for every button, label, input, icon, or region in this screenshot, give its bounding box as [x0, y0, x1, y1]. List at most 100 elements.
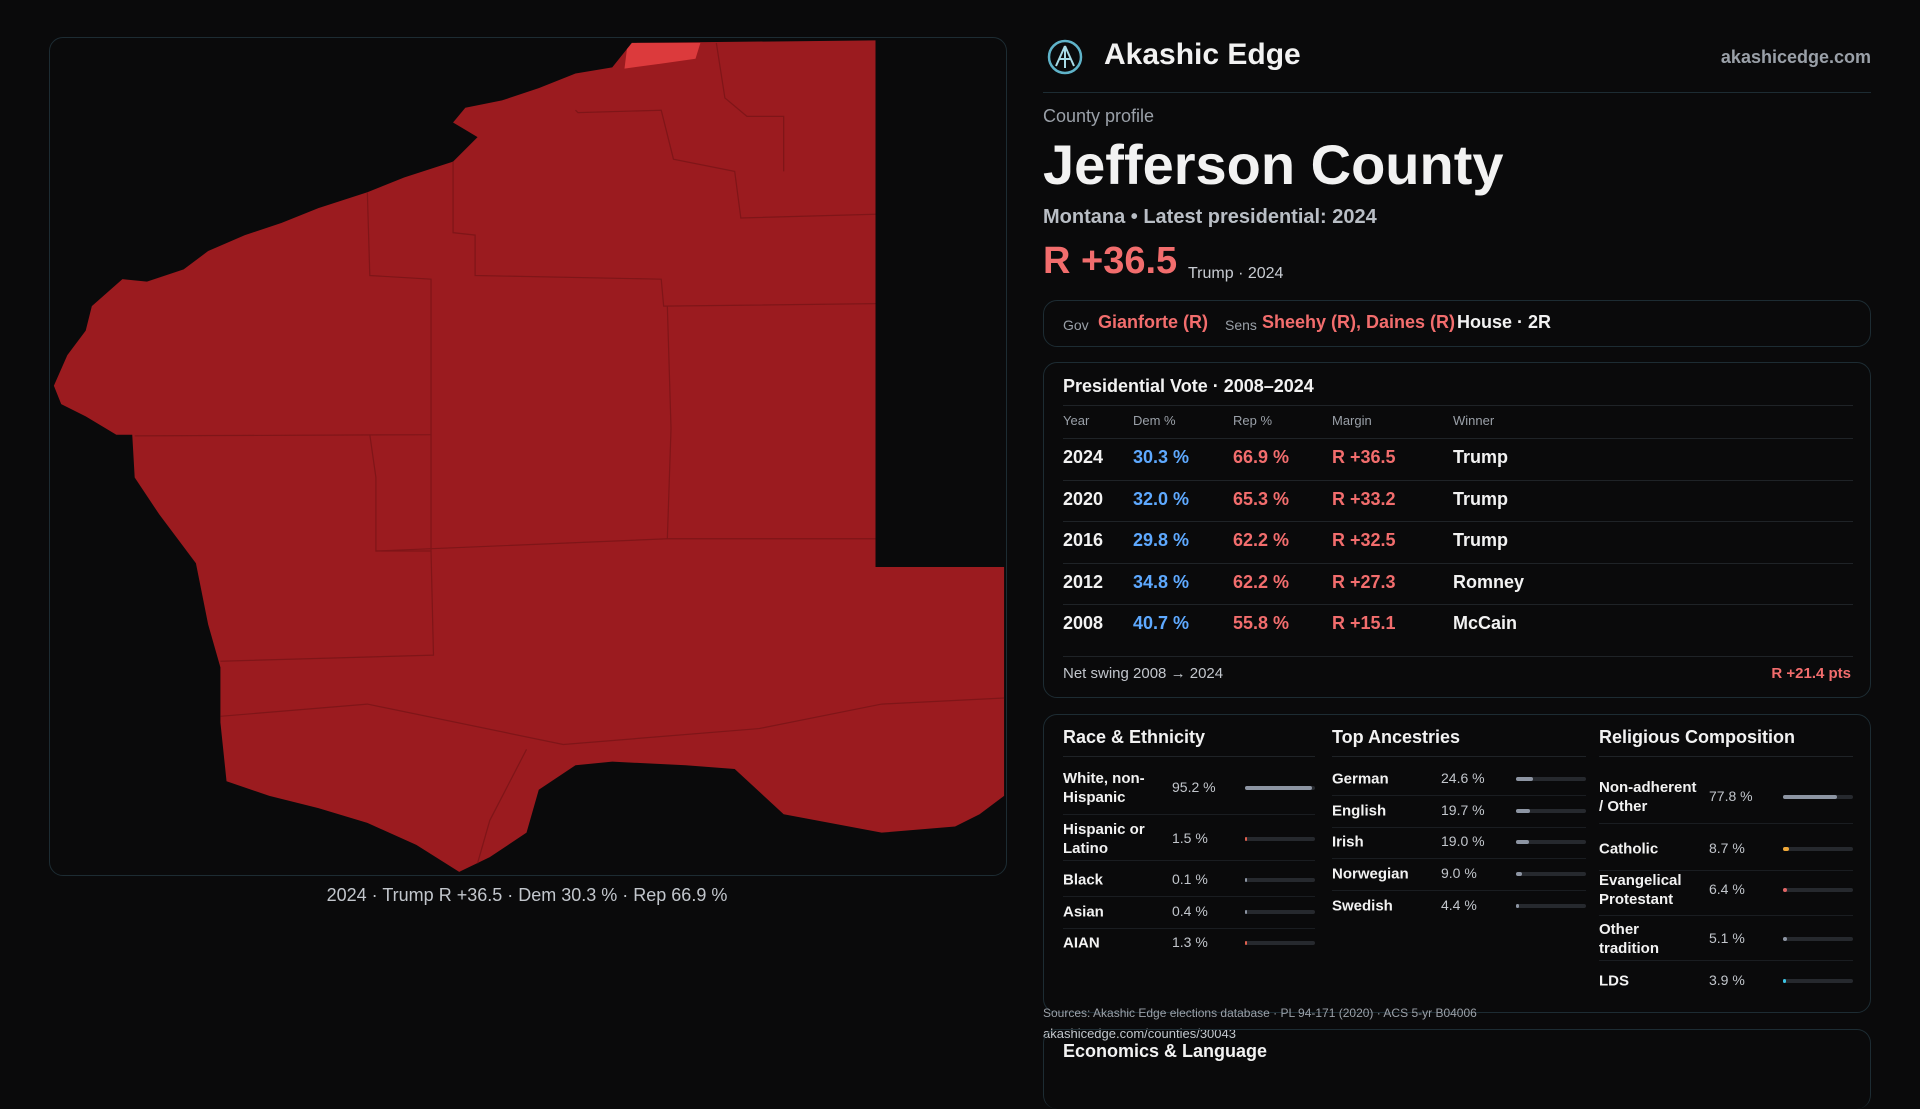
bar	[1783, 937, 1787, 941]
row-divider	[1332, 826, 1586, 828]
bar-track	[1783, 888, 1853, 892]
item-name: English	[1332, 802, 1387, 820]
table-cell: 66.9 %	[1233, 447, 1290, 467]
table-cell: 2016	[1063, 530, 1104, 550]
item-value: 95.2 %	[1172, 779, 1216, 795]
bar-track	[1245, 878, 1315, 882]
item-name: White, non-Hispanic	[1063, 770, 1145, 806]
column-header: Margin	[1332, 413, 1372, 428]
divider	[1599, 756, 1853, 757]
row-divider	[1332, 858, 1586, 859]
swing-value: R +21.4 pts	[1771, 665, 1851, 682]
row-divider	[1332, 795, 1586, 796]
page: Jefferson County html,body{margin:0;padd…	[49, 37, 1871, 1109]
row-divider	[1599, 960, 1853, 961]
item-name: Catholic	[1599, 840, 1659, 858]
logo	[1047, 39, 1083, 75]
county-title: Jefferson County	[1043, 133, 1504, 196]
table-cell: 2012	[1063, 571, 1104, 592]
table-cell: 62.2 %	[1233, 571, 1290, 592]
presidential-panel	[1043, 362, 1871, 698]
table-cell: McCain	[1453, 613, 1518, 633]
row-divider	[1063, 896, 1315, 897]
item-name: Evangelical Protestant	[1599, 872, 1682, 908]
county-map	[53, 40, 1005, 872]
item-value: 4.4 %	[1441, 897, 1477, 913]
item-value: 3.9 %	[1709, 972, 1745, 988]
item-value: 8.7 %	[1709, 840, 1745, 856]
row-divider	[1063, 813, 1315, 815]
item-name: Non-adherent / Other	[1599, 779, 1697, 815]
table-cell: 55.8 %	[1233, 613, 1290, 633]
margin-note: Trump · 2024	[1188, 265, 1284, 282]
column-header: Winner	[1453, 413, 1495, 428]
table-cell: 40.7 %	[1133, 613, 1190, 633]
bar-track	[1516, 809, 1586, 813]
item-name: Asian	[1063, 903, 1104, 921]
bar	[1245, 941, 1247, 945]
item-name: German	[1332, 770, 1389, 788]
sources: Sources: Akashic Edge elections database…	[1043, 1006, 1477, 1020]
bar	[1516, 777, 1534, 781]
economics-title: Economics & Language	[1063, 1041, 1268, 1061]
divider	[1063, 405, 1853, 406]
table-cell: 32.0 %	[1133, 488, 1190, 509]
site-link[interactable]: akashicedge.com	[1720, 47, 1871, 67]
bar-track	[1516, 904, 1586, 908]
county-highlight	[624, 42, 701, 69]
sens-label: Sens	[1225, 317, 1257, 333]
body: {"header":{"brand":"Akashic Edge","site"…	[49, 37, 1871, 1109]
item-name: Norwegian	[1332, 865, 1409, 883]
column-header: Rep %	[1233, 413, 1273, 428]
senators: Sheehy (R), Daines (R)	[1262, 312, 1456, 332]
section-title: Race & Ethnicity	[1063, 727, 1206, 747]
gov-label: Gov	[1063, 317, 1089, 333]
bar	[1245, 910, 1247, 914]
table-cell: 2024	[1063, 447, 1104, 467]
row-divider	[1063, 859, 1315, 861]
row-divider	[1599, 869, 1853, 871]
bar	[1516, 904, 1520, 908]
item-value: 1.3 %	[1172, 934, 1208, 950]
kicker: County profile	[1043, 106, 1155, 126]
bar-track	[1516, 840, 1586, 844]
divider	[1332, 756, 1586, 757]
item-value: 9.0 %	[1441, 865, 1477, 881]
row-divider	[1063, 562, 1853, 564]
item-value: 77.8 %	[1709, 788, 1753, 804]
item-value: 19.0 %	[1441, 833, 1485, 849]
bar-track	[1245, 837, 1315, 841]
bar	[1516, 872, 1523, 876]
item-value: 0.4 %	[1172, 903, 1208, 919]
county-shape	[53, 40, 1005, 872]
bar-track	[1783, 847, 1853, 851]
item-name: LDS	[1599, 972, 1629, 990]
row-divider	[1063, 604, 1853, 605]
item-name: Irish	[1332, 833, 1364, 851]
bar	[1245, 878, 1247, 882]
table-cell: R +27.3	[1332, 571, 1396, 592]
headline-margin: R +36.5	[1043, 240, 1178, 282]
governor: Gianforte (R)	[1098, 312, 1208, 332]
item-value: 24.6 %	[1441, 770, 1485, 786]
bar	[1245, 837, 1247, 841]
item-name: Black	[1063, 871, 1104, 889]
bar-track	[1516, 872, 1586, 876]
map-panel	[49, 37, 1007, 876]
officials-panel	[1043, 300, 1871, 347]
row-divider	[1599, 914, 1853, 916]
bar	[1245, 786, 1312, 790]
precinct-lines	[134, 42, 1005, 864]
bar	[1783, 847, 1790, 851]
table-cell: Romney	[1453, 571, 1525, 592]
item-value: 6.4 %	[1709, 881, 1745, 897]
item-name: Swedish	[1332, 897, 1393, 915]
economics-panel	[1043, 1029, 1871, 1109]
bar-track	[1783, 979, 1853, 983]
demographics-panel	[1043, 714, 1871, 1013]
brand: Akashic Edge	[1104, 38, 1301, 71]
divider	[1063, 656, 1853, 657]
bar-track	[1516, 777, 1586, 781]
table-cell: 2020	[1063, 488, 1104, 509]
house: House · 2R	[1457, 312, 1552, 332]
